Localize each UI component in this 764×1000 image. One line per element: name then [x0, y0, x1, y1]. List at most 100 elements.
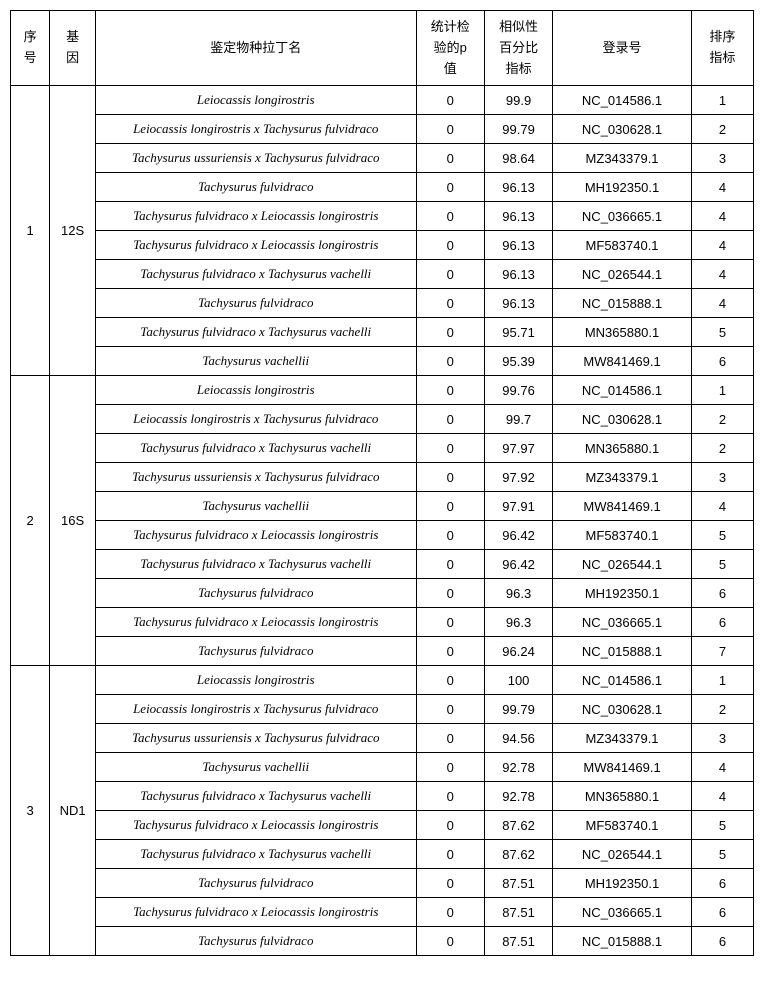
gene-cell: ND1	[50, 666, 96, 956]
pvalue-cell: 0	[416, 608, 484, 637]
pvalue-cell: 0	[416, 898, 484, 927]
table-row: Tachysurus fulvidraco x Leiocassis longi…	[11, 231, 754, 260]
table-row: Tachysurus ussuriensis x Tachysurus fulv…	[11, 144, 754, 173]
rank-cell: 1	[691, 86, 753, 115]
pvalue-cell: 0	[416, 724, 484, 753]
similarity-cell: 100	[484, 666, 552, 695]
accession-cell: MN365880.1	[553, 434, 692, 463]
rank-cell: 6	[691, 347, 753, 376]
species-cell: Tachysurus fulvidraco x Tachysurus vache…	[95, 318, 416, 347]
accession-cell: NC_030628.1	[553, 405, 692, 434]
accession-cell: MW841469.1	[553, 492, 692, 521]
table-row: Leiocassis longirostris x Tachysurus ful…	[11, 695, 754, 724]
accession-cell: MF583740.1	[553, 231, 692, 260]
similarity-cell: 96.3	[484, 579, 552, 608]
species-cell: Leiocassis longirostris x Tachysurus ful…	[95, 695, 416, 724]
species-cell: Tachysurus ussuriensis x Tachysurus fulv…	[95, 463, 416, 492]
similarity-cell: 95.39	[484, 347, 552, 376]
accession-cell: MN365880.1	[553, 782, 692, 811]
accession-cell: MZ343379.1	[553, 144, 692, 173]
rank-cell: 2	[691, 434, 753, 463]
table-row: Tachysurus fulvidraco096.13MH192350.14	[11, 173, 754, 202]
similarity-cell: 96.3	[484, 608, 552, 637]
species-cell: Tachysurus fulvidraco x Leiocassis longi…	[95, 202, 416, 231]
rank-cell: 2	[691, 695, 753, 724]
gene-cell: 16S	[50, 376, 96, 666]
similarity-cell: 96.13	[484, 231, 552, 260]
table-row: Tachysurus fulvidraco096.24NC_015888.17	[11, 637, 754, 666]
similarity-cell: 99.9	[484, 86, 552, 115]
accession-cell: NC_030628.1	[553, 115, 692, 144]
similarity-cell: 99.76	[484, 376, 552, 405]
pvalue-cell: 0	[416, 260, 484, 289]
species-cell: Tachysurus vachellii	[95, 347, 416, 376]
header-gene: 基因	[50, 11, 96, 86]
species-cell: Tachysurus fulvidraco x Tachysurus vache…	[95, 550, 416, 579]
table-row: Tachysurus fulvidraco087.51NC_015888.16	[11, 927, 754, 956]
table-body: 112SLeiocassis longirostris099.9NC_01458…	[11, 86, 754, 956]
pvalue-cell: 0	[416, 550, 484, 579]
pvalue-cell: 0	[416, 347, 484, 376]
accession-cell: MW841469.1	[553, 753, 692, 782]
similarity-cell: 92.78	[484, 753, 552, 782]
table-row: Tachysurus fulvidraco x Tachysurus vache…	[11, 782, 754, 811]
similarity-cell: 96.13	[484, 173, 552, 202]
pvalue-cell: 0	[416, 202, 484, 231]
accession-cell: MW841469.1	[553, 347, 692, 376]
rank-cell: 4	[691, 260, 753, 289]
accession-cell: NC_015888.1	[553, 637, 692, 666]
species-cell: Leiocassis longirostris x Tachysurus ful…	[95, 405, 416, 434]
accession-cell: MN365880.1	[553, 318, 692, 347]
species-cell: Tachysurus fulvidraco	[95, 927, 416, 956]
species-cell: Tachysurus fulvidraco	[95, 289, 416, 318]
similarity-cell: 94.56	[484, 724, 552, 753]
rank-cell: 3	[691, 144, 753, 173]
table-row: Tachysurus fulvidraco x Tachysurus vache…	[11, 260, 754, 289]
accession-cell: MZ343379.1	[553, 463, 692, 492]
species-cell: Tachysurus fulvidraco x Leiocassis longi…	[95, 521, 416, 550]
pvalue-cell: 0	[416, 463, 484, 492]
header-pval: 统计检验的p值	[416, 11, 484, 86]
table-row: Tachysurus fulvidraco x Tachysurus vache…	[11, 318, 754, 347]
species-cell: Tachysurus fulvidraco	[95, 579, 416, 608]
table-row: Tachysurus fulvidraco x Leiocassis longi…	[11, 608, 754, 637]
species-cell: Tachysurus fulvidraco	[95, 637, 416, 666]
table-row: Tachysurus fulvidraco x Tachysurus vache…	[11, 840, 754, 869]
accession-cell: NC_036665.1	[553, 202, 692, 231]
accession-cell: NC_036665.1	[553, 898, 692, 927]
accession-cell: MF583740.1	[553, 521, 692, 550]
table-row: Tachysurus fulvidraco096.13NC_015888.14	[11, 289, 754, 318]
pvalue-cell: 0	[416, 782, 484, 811]
similarity-cell: 99.79	[484, 695, 552, 724]
similarity-cell: 96.13	[484, 289, 552, 318]
table-row: 3ND1Leiocassis longirostris0100NC_014586…	[11, 666, 754, 695]
rank-cell: 4	[691, 782, 753, 811]
rank-cell: 4	[691, 492, 753, 521]
similarity-cell: 87.62	[484, 840, 552, 869]
rank-cell: 3	[691, 463, 753, 492]
pvalue-cell: 0	[416, 376, 484, 405]
table-row: Tachysurus fulvidraco087.51MH192350.16	[11, 869, 754, 898]
table-row: Leiocassis longirostris x Tachysurus ful…	[11, 115, 754, 144]
pvalue-cell: 0	[416, 927, 484, 956]
pvalue-cell: 0	[416, 144, 484, 173]
pvalue-cell: 0	[416, 86, 484, 115]
rank-cell: 4	[691, 753, 753, 782]
table-row: Tachysurus fulvidraco x Tachysurus vache…	[11, 434, 754, 463]
table-row: Tachysurus vachellii092.78MW841469.14	[11, 753, 754, 782]
table-row: 112SLeiocassis longirostris099.9NC_01458…	[11, 86, 754, 115]
similarity-cell: 96.42	[484, 550, 552, 579]
species-cell: Tachysurus fulvidraco x Leiocassis longi…	[95, 608, 416, 637]
rank-cell: 6	[691, 898, 753, 927]
similarity-cell: 99.7	[484, 405, 552, 434]
rank-cell: 6	[691, 579, 753, 608]
accession-cell: NC_015888.1	[553, 289, 692, 318]
similarity-cell: 97.97	[484, 434, 552, 463]
header-species: 鉴定物种拉丁名	[95, 11, 416, 86]
table-row: Tachysurus fulvidraco x Leiocassis longi…	[11, 202, 754, 231]
similarity-cell: 87.51	[484, 869, 552, 898]
species-cell: Tachysurus fulvidraco x Tachysurus vache…	[95, 260, 416, 289]
species-cell: Tachysurus fulvidraco	[95, 173, 416, 202]
header-row: 序号 基因 鉴定物种拉丁名 统计检验的p值 相似性百分比指标 登录号 排序指标	[11, 11, 754, 86]
rank-cell: 2	[691, 115, 753, 144]
